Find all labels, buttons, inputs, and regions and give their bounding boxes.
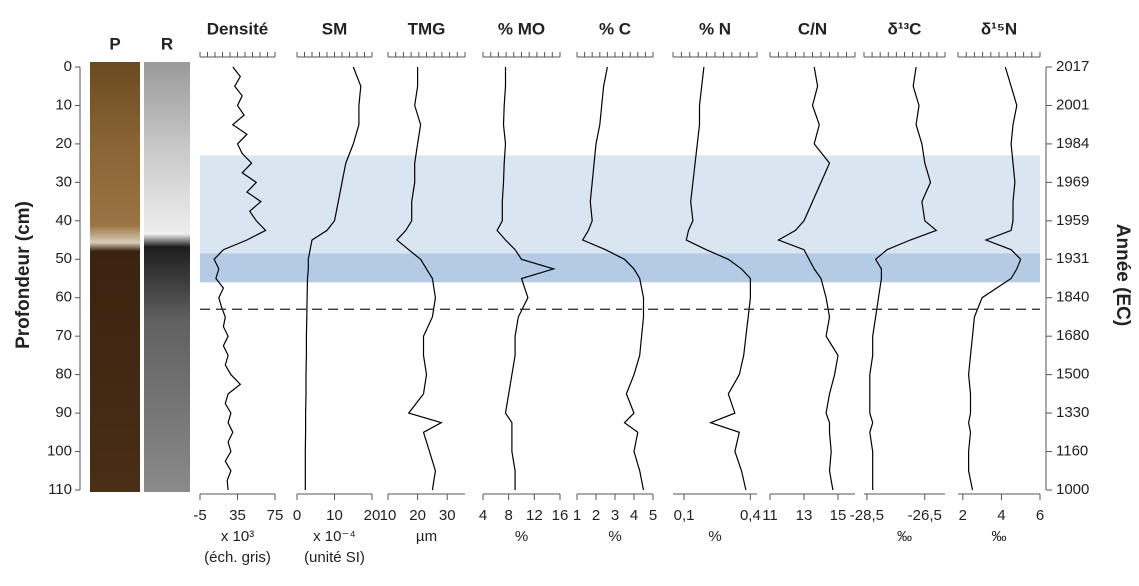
- y2-axis-label: Année (EC): [1112, 224, 1133, 326]
- x-tick-label: 10: [326, 507, 343, 524]
- y-tick-label: 0: [64, 58, 72, 75]
- x-tick-label: 0,1: [674, 507, 695, 524]
- panel-title: TMG: [408, 19, 446, 38]
- x-unit-label: %: [608, 528, 621, 545]
- x-unit-label: %: [708, 528, 721, 545]
- x-tick-label: 0,4: [740, 507, 761, 524]
- y2-tick-label: 1969: [1056, 173, 1089, 190]
- x-tick-label: 3: [611, 507, 619, 524]
- y-tick-label: 80: [55, 366, 72, 383]
- profile-line: [869, 66, 938, 490]
- y2-tick-label: 2001: [1056, 96, 1089, 113]
- panel-title: δ¹³C: [888, 19, 922, 38]
- x-tick-label: 11: [762, 507, 778, 524]
- y2-tick-label: 1500: [1056, 366, 1089, 383]
- core-label: R: [161, 34, 173, 53]
- x-unit-label: ‰: [992, 528, 1007, 545]
- x-unit-label: µm: [416, 528, 437, 545]
- y-axis-label: Profondeur (cm): [13, 201, 34, 349]
- zone-band: [200, 253, 1040, 283]
- profile-line: [967, 66, 1022, 491]
- profile-line: [685, 66, 751, 491]
- y-tick-label: 40: [55, 212, 72, 229]
- x-tick-label: 4: [997, 507, 1005, 524]
- core-radiograph: [144, 62, 190, 492]
- profile-line: [304, 66, 362, 490]
- panel-title: SM: [322, 19, 348, 38]
- panel-title: C/N: [798, 19, 827, 38]
- x-unit-label: (éch. gris): [204, 549, 271, 566]
- x-tick-label: 1: [573, 507, 581, 524]
- y2-tick-label: 1330: [1056, 404, 1089, 421]
- zone-band: [200, 155, 1040, 254]
- y2-tick-label: 1959: [1056, 212, 1089, 229]
- x-tick-label: -5: [193, 507, 206, 524]
- core-photo: [90, 62, 140, 492]
- y2-tick-label: 2017: [1056, 58, 1089, 75]
- x-tick-label: 2: [592, 507, 600, 524]
- y-tick-label: 90: [55, 404, 72, 421]
- x-unit-label: ‰: [897, 528, 912, 545]
- x-tick-label: 13: [796, 507, 813, 524]
- x-tick-label: 0: [293, 507, 301, 524]
- x-tick-label: 15: [830, 507, 847, 524]
- y2-tick-label: 1680: [1056, 327, 1089, 344]
- x-tick-label: 5: [649, 507, 657, 524]
- profile-line: [777, 66, 839, 491]
- panel-title: % MO: [498, 19, 545, 38]
- x-tick-label: -26,5: [908, 507, 942, 524]
- x-unit-label: %: [515, 528, 528, 545]
- y-tick-label: 30: [55, 173, 72, 190]
- x-unit-label: (unité SI): [304, 549, 365, 566]
- panel-title: δ¹⁵N: [981, 19, 1017, 38]
- x-tick-label: 35: [229, 507, 246, 524]
- x-unit-label: x 10⁻⁴: [313, 528, 356, 545]
- profile-line: [581, 66, 645, 491]
- y2-tick-label: 1000: [1056, 481, 1089, 498]
- x-tick-label: 4: [479, 507, 487, 524]
- profile-line: [213, 66, 267, 491]
- x-tick-label: 4: [630, 507, 638, 524]
- panel-title: Densité: [207, 19, 268, 38]
- x-tick-label: 10: [380, 507, 397, 524]
- x-unit-label: x 10³: [221, 528, 254, 545]
- profile-line: [496, 67, 556, 490]
- x-tick-label: 30: [439, 507, 456, 524]
- y-tick-label: 60: [55, 289, 72, 306]
- x-tick-label: 75: [267, 507, 284, 524]
- y-tick-label: 20: [55, 135, 72, 152]
- x-tick-label: 2: [959, 507, 967, 524]
- y2-tick-label: 1160: [1056, 443, 1088, 460]
- y-tick-label: 110: [48, 481, 72, 498]
- y-tick-label: 70: [55, 327, 72, 344]
- core-label: P: [109, 34, 120, 53]
- profile-line: [396, 67, 443, 491]
- y2-tick-label: 1931: [1056, 250, 1089, 267]
- y2-tick-label: 1984: [1056, 135, 1089, 152]
- x-tick-label: 20: [409, 507, 426, 524]
- panel-title: % C: [599, 19, 631, 38]
- y-tick-label: 10: [55, 96, 72, 113]
- x-tick-label: -28,5: [850, 507, 884, 524]
- y-tick-label: 100: [47, 443, 72, 460]
- panel-title: % N: [699, 19, 731, 38]
- x-tick-label: 8: [504, 507, 512, 524]
- x-tick-label: 12: [526, 507, 543, 524]
- y-tick-label: 50: [55, 250, 72, 267]
- x-tick-label: 16: [552, 507, 569, 524]
- x-tick-label: 6: [1036, 507, 1044, 524]
- x-tick-label: 20: [364, 507, 381, 524]
- y2-tick-label: 1840: [1056, 289, 1089, 306]
